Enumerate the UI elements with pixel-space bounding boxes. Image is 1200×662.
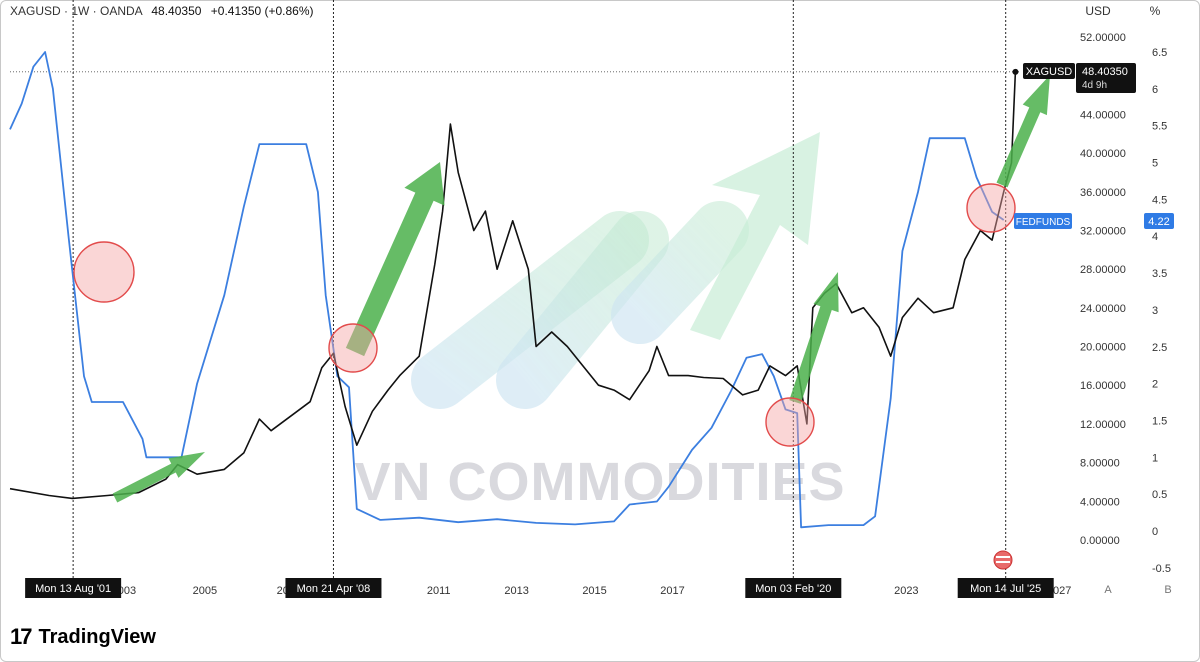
rate-axis-tick: -0.5 — [1152, 563, 1171, 575]
last-price: 48.40350 — [151, 4, 202, 18]
rate-axis-tick: 5 — [1152, 158, 1158, 170]
arrow-2001 — [112, 452, 205, 503]
xagusd-last-point — [1012, 68, 1019, 75]
date-marker-label-bg — [25, 578, 122, 598]
date-marker-label: Mon 03 Feb '20 — [755, 583, 831, 595]
xagusd-price-bg — [1076, 63, 1136, 93]
currency-button[interactable]: USD — [1085, 4, 1111, 18]
xagusd-label-bg — [1023, 63, 1075, 79]
highlight-circle-0 — [73, 241, 135, 303]
watermark-arrow — [690, 132, 820, 340]
tradingview-wordmark: TradingView — [38, 625, 156, 648]
price-axis-tick: 24.00000 — [1080, 303, 1126, 315]
rate-axis-tick: 2.5 — [1152, 342, 1167, 354]
price-axis-tick: 40.00000 — [1080, 148, 1126, 160]
time-axis-tick: 2005 — [193, 585, 217, 597]
time-axis-tick: 2017 — [660, 585, 684, 597]
arrow-2020 — [789, 272, 839, 404]
price-axis-tick: 4.00000 — [1080, 496, 1120, 508]
rate-axis-tick: 0 — [1152, 526, 1158, 538]
rate-axis-tick: 6 — [1152, 84, 1158, 96]
series-lines — [9, 51, 1017, 529]
us-flag-stripe — [996, 561, 1010, 563]
price-axis-tick: 52.00000 — [1080, 32, 1126, 44]
xagusd-label: XAGUSD — [1026, 66, 1073, 78]
highlight-circle-3 — [966, 183, 1016, 233]
price-axis-tick: 28.00000 — [1080, 264, 1126, 276]
watermark-bar-2 — [611, 201, 749, 344]
time-axis-tick: 027 — [1053, 585, 1071, 597]
us-flag-icon — [993, 550, 1013, 570]
price-axis-tick: 12.00000 — [1080, 419, 1126, 431]
symbol-info-bar: XAGUSD · 1W · OANDA 48.40350 +0.41350 (+… — [10, 4, 314, 18]
highlight-circle-2 — [765, 397, 815, 447]
price-axis-tick: 36.00000 — [1080, 187, 1126, 199]
xagusd-price: 48.40350 — [1082, 66, 1128, 78]
rate-axis-tick: 4.5 — [1152, 194, 1167, 206]
rate-axis-tick: 0.5 — [1152, 489, 1167, 501]
fedfunds-label: FEDFUNDS — [1016, 217, 1071, 228]
price-axis-tick: 44.00000 — [1080, 109, 1126, 121]
time-axis-tick: 2023 — [894, 585, 918, 597]
rate-axis-tick: 1.5 — [1152, 415, 1167, 427]
log-scale-button[interactable]: B — [1164, 584, 1172, 596]
rate-axis-tick: 3 — [1152, 305, 1158, 317]
time-axis-tick: 003 — [118, 585, 136, 597]
date-marker-label-bg — [285, 578, 382, 598]
watermark: VN COMMODITIES — [354, 132, 845, 512]
auto-scale-button[interactable]: A — [1104, 584, 1112, 596]
tradingview-logo[interactable]: 17 TradingView — [10, 624, 156, 650]
arrow-2008 — [345, 162, 445, 357]
arrow-2025 — [996, 75, 1050, 188]
price-badges: XAGUSD 48.40350 4d 9h FEDFUNDS 4.22 — [1012, 63, 1174, 229]
price-axis-tick: 32.00000 — [1080, 225, 1126, 237]
price-axis-tick: 16.00000 — [1080, 380, 1126, 392]
tradingview-mark-icon: 17 — [10, 624, 33, 649]
date-marker-lines: Mon 13 Aug '01 Mon 21 Apr '08 Mon 03 Feb '… — [10, 0, 1054, 598]
watermark-bar-1 — [496, 211, 669, 409]
date-marker-label: Mon 13 Aug '01 — [35, 583, 111, 595]
percent-scale-button[interactable]: % — [1149, 4, 1161, 18]
rate-axis-tick: 2 — [1152, 379, 1158, 391]
rate-axis-tick: 1 — [1152, 452, 1158, 464]
date-marker-label: Mon 21 Apr '08 — [297, 583, 371, 595]
rate-axis-tick: 5.5 — [1152, 121, 1167, 133]
time-axis-tick: 2011 — [427, 585, 451, 597]
us-flag-stripe — [996, 556, 1010, 558]
symbol-label[interactable]: XAGUSD · 1W · OANDA — [10, 4, 143, 18]
xagusd-series-line — [9, 71, 1017, 500]
price-axis-tick: 0.00000 — [1080, 535, 1120, 547]
time-axis-tick: 2015 — [582, 585, 606, 597]
date-marker-label: Mon 14 Jul '25 — [970, 583, 1041, 595]
price-axis-tick: 20.00000 — [1080, 342, 1126, 354]
xagusd-countdown: 4d 9h — [1082, 80, 1107, 91]
fedfunds-value-bg — [1144, 213, 1174, 229]
time-axis-tick: 2013 — [504, 585, 528, 597]
fedfunds-series-line — [9, 51, 1005, 529]
highlight-circle-1 — [328, 323, 378, 373]
rate-axis-tick: 6.5 — [1152, 47, 1167, 59]
rate-axis-tick: 4 — [1152, 231, 1158, 243]
fedfunds-label-bg — [1014, 213, 1072, 229]
date-marker-label-bg — [745, 578, 842, 598]
watermark-text: VN COMMODITIES — [354, 452, 845, 512]
rate-axis-tick: 3.5 — [1152, 268, 1167, 280]
price-axis-tick: 8.00000 — [1080, 458, 1120, 470]
date-marker-label-bg — [957, 578, 1054, 598]
price-change: +0.41350 (+0.86%) — [210, 4, 314, 18]
fedfunds-value: 4.22 — [1148, 216, 1169, 228]
annotation-overlays — [73, 75, 1050, 570]
